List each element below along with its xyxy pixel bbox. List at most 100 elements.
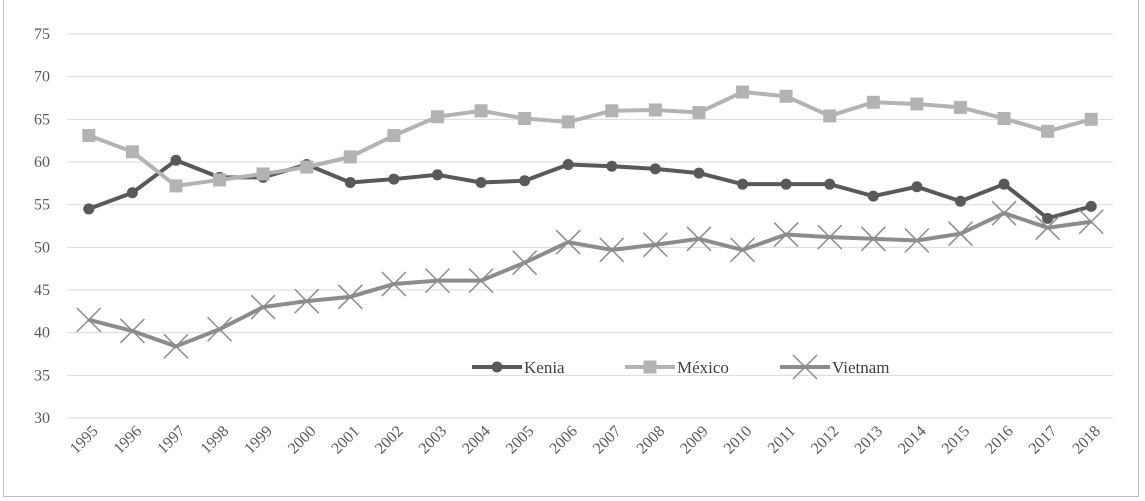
data-point: [119, 318, 145, 344]
legend-marker: [491, 361, 503, 373]
data-point: [866, 95, 880, 109]
data-point: [256, 167, 270, 181]
data-point: [76, 307, 102, 333]
data-point: [998, 178, 1010, 190]
data-point: [997, 111, 1011, 125]
x-tick-label: 2000: [285, 423, 320, 458]
y-tick-label: 50: [34, 239, 50, 256]
data-point: [642, 232, 668, 258]
x-tick-label: 2009: [677, 423, 712, 458]
data-point: [860, 226, 886, 252]
x-tick-label: 2018: [1069, 423, 1104, 458]
data-point: [250, 294, 276, 320]
x-tick-label: 1998: [198, 423, 233, 458]
data-point: [381, 271, 407, 297]
data-point: [730, 237, 756, 263]
x-tick-label: 2015: [939, 423, 974, 458]
data-point: [169, 179, 183, 193]
data-point: [649, 163, 661, 175]
data-point: [424, 268, 450, 294]
y-tick-label: 35: [34, 367, 50, 384]
data-point: [163, 333, 189, 359]
data-point: [910, 97, 924, 111]
data-point: [430, 110, 444, 124]
data-point: [468, 268, 494, 294]
legend: Kenia México Vietnam: [472, 354, 890, 380]
y-tick-label: 60: [34, 154, 50, 171]
data-point: [343, 150, 357, 164]
x-tick-label: 2010: [721, 423, 756, 458]
data-point: [1042, 212, 1054, 224]
y-tick-label: 30: [34, 410, 50, 427]
legend-label: México: [677, 358, 729, 377]
data-point: [953, 100, 967, 114]
x-tick-label: 1997: [154, 423, 189, 458]
x-tick-label: 1996: [111, 423, 146, 458]
data-point: [779, 89, 793, 103]
y-tick-label: 65: [34, 111, 50, 128]
y-tick-label: 55: [34, 197, 50, 214]
data-point: [1084, 112, 1098, 126]
data-point: [904, 227, 930, 254]
data-point: [83, 203, 95, 215]
data-point: [300, 160, 314, 174]
data-point: [599, 237, 625, 263]
y-tick-label: 45: [34, 282, 50, 299]
x-tick-label: 2004: [459, 423, 494, 458]
data-point: [780, 178, 792, 190]
data-point: [561, 115, 575, 129]
data-point: [817, 224, 843, 250]
series-lines: [76, 85, 1104, 359]
x-tick-label: 2006: [546, 423, 581, 458]
data-point: [125, 145, 139, 159]
data-point: [562, 159, 574, 171]
data-point: [1041, 124, 1055, 138]
data-point: [736, 85, 750, 99]
data-point: [126, 187, 138, 199]
data-point: [1035, 215, 1061, 241]
data-point: [1085, 200, 1097, 212]
data-point: [337, 284, 363, 310]
x-tick-label: 2002: [372, 423, 407, 458]
data-point: [1078, 209, 1104, 235]
legend-item-vietnam: Vietnam: [780, 354, 890, 380]
legend-item-méxico: México: [625, 358, 729, 377]
data-point: [294, 288, 320, 314]
data-point: [475, 176, 487, 188]
x-tick-label: 2014: [895, 423, 930, 458]
data-point: [686, 226, 712, 252]
data-point: [911, 181, 923, 193]
chart-frame: [3, 0, 1139, 497]
x-tick-label: 2011: [765, 423, 799, 457]
data-point: [512, 250, 538, 276]
legend-item-kenia: Kenia: [472, 358, 565, 377]
x-tick-label: 1999: [241, 423, 276, 458]
x-tick-label: 2003: [416, 423, 451, 458]
data-point: [867, 190, 879, 202]
data-point: [648, 103, 662, 117]
legend-label: Kenia: [524, 358, 565, 377]
gridlines: [67, 33, 1113, 419]
x-tick-label: 2017: [1026, 423, 1061, 458]
y-tick-label: 75: [34, 26, 50, 43]
data-point: [207, 316, 233, 342]
data-point: [431, 169, 443, 181]
data-point: [474, 104, 488, 118]
series-kenia: [83, 154, 1097, 224]
x-tick-label: 1995: [67, 423, 102, 458]
x-axis-ticks: 1995 1996 1997 1998 1999 2000 2001 2002 2003 2004…: [67, 423, 1104, 458]
series-line: [88, 158, 1092, 221]
legend-marker: [643, 360, 657, 374]
data-point: [606, 160, 618, 172]
legend-marker: [792, 354, 818, 380]
x-tick-label: 2001: [328, 423, 363, 458]
data-point: [605, 104, 619, 118]
data-point: [693, 167, 705, 179]
data-point: [954, 195, 966, 207]
data-point: [170, 154, 182, 166]
x-tick-label: 2012: [808, 423, 843, 458]
data-point: [388, 173, 400, 185]
y-tick-label: 40: [34, 325, 50, 342]
data-point: [823, 109, 837, 123]
